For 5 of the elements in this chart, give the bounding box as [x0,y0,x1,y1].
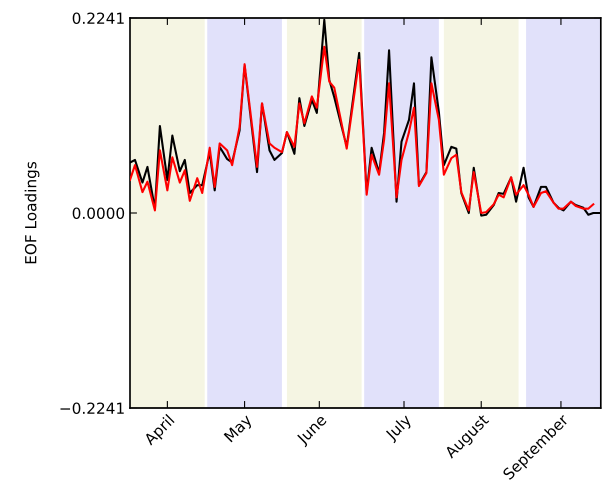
line-series [130,46,594,214]
y-axis-title: EOF Loadings [24,162,40,264]
y-tick-label: 0.0000 [72,207,124,220]
y-tick-label: 0.2241 [72,12,124,24]
y-tick-label: −0.2241 [60,402,124,414]
